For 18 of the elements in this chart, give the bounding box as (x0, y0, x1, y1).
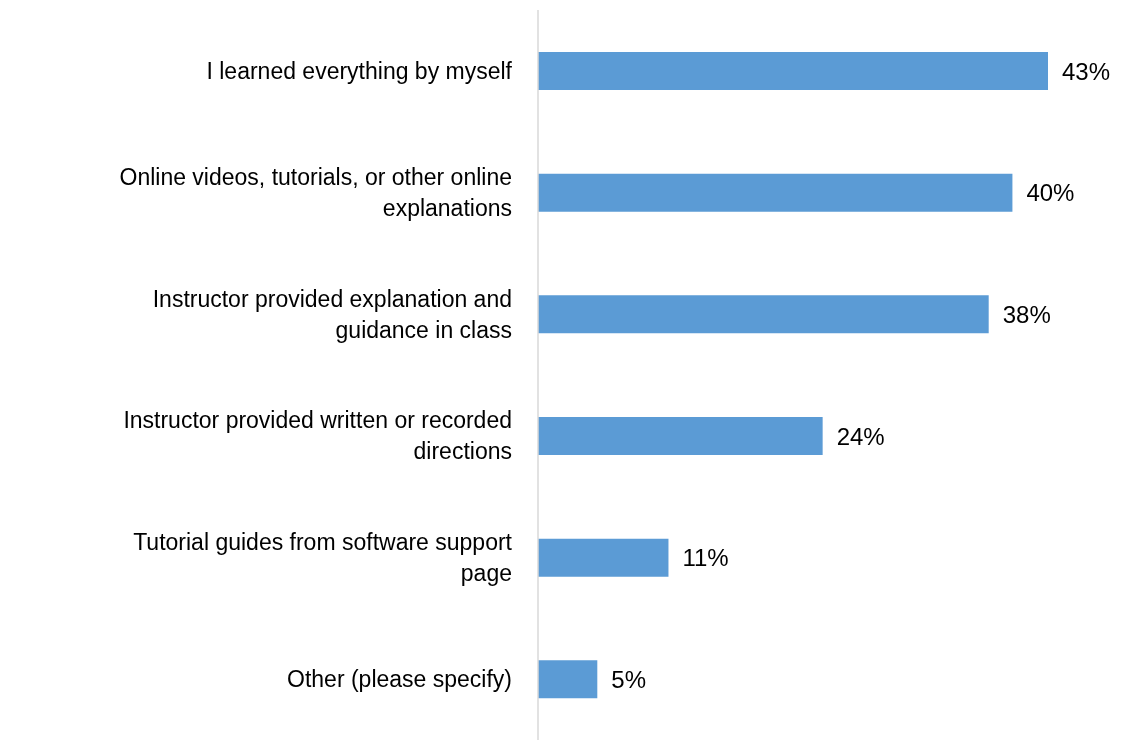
data-label: 40% (1026, 179, 1075, 207)
y-tick-label: Other (please specify) (287, 666, 512, 693)
y-tick-label: Online videos, tutorials, or other online explanations (119, 164, 512, 221)
bar (538, 417, 823, 455)
y-tick-label: I learned everything by myself (206, 57, 513, 84)
data-label: 24% (836, 422, 885, 450)
y-tick-label: Tutorial guides from software support page (133, 529, 513, 586)
data-label: 11% (682, 544, 729, 572)
bar (538, 173, 1013, 212)
data-label: 43% (1062, 57, 1111, 85)
data-label: 5% (611, 665, 646, 693)
bar (538, 660, 598, 699)
data-label: 38% (1002, 300, 1051, 328)
bar (538, 538, 669, 577)
y-tick-label: Instructor provided explanation and guidance in class (152, 285, 512, 343)
y-tick-label: Instructor provided written or recorded directions (123, 407, 512, 465)
bar (538, 295, 989, 334)
bar (538, 52, 1048, 90)
